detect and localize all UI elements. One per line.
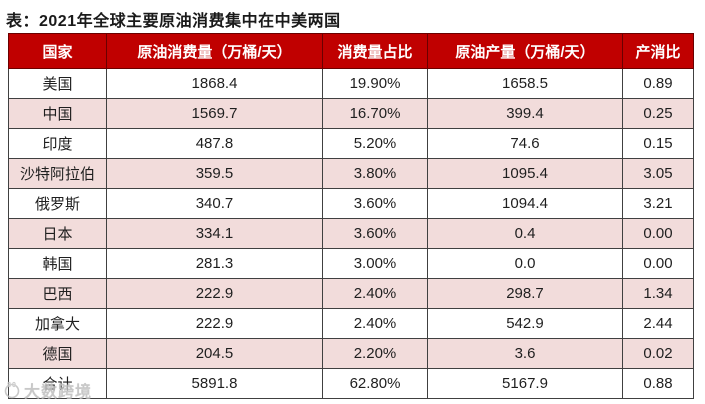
value-cell: 3.60%: [322, 218, 428, 249]
value-cell: 0.88: [622, 368, 694, 399]
value-cell: 0.25: [622, 98, 694, 129]
header-cell: 原油产量（万桶/天）: [427, 33, 623, 69]
value-cell: 1095.4: [427, 158, 623, 189]
value-cell: 16.70%: [322, 98, 428, 129]
value-cell: 3.6: [427, 338, 623, 369]
table-row: 韩国 281.3 3.00% 0.0 0.00: [8, 248, 694, 279]
table-row: 日本 334.1 3.60% 0.4 0.00: [8, 218, 694, 249]
value-cell: 222.9: [106, 308, 323, 339]
value-cell: 359.5: [106, 158, 323, 189]
country-cell: 沙特阿拉伯: [8, 158, 107, 189]
header-row: 国家 原油消费量（万桶/天） 消费量占比 原油产量（万桶/天） 产消比: [8, 33, 694, 69]
value-cell: 2.20%: [322, 338, 428, 369]
value-cell: 0.02: [622, 338, 694, 369]
value-cell: 340.7: [106, 188, 323, 219]
value-cell: 5891.8: [106, 368, 323, 399]
table-row: 俄罗斯 340.7 3.60% 1094.4 3.21: [8, 188, 694, 219]
value-cell: 3.60%: [322, 188, 428, 219]
country-cell: 中国: [8, 98, 107, 129]
table-row: 加拿大 222.9 2.40% 542.9 2.44: [8, 308, 694, 339]
value-cell: 0.15: [622, 128, 694, 159]
value-cell: 5167.9: [427, 368, 623, 399]
value-cell: 3.21: [622, 188, 694, 219]
value-cell: 0.0: [427, 248, 623, 279]
header-cell: 产消比: [622, 33, 694, 69]
header-cell: 国家: [8, 33, 107, 69]
table-title: 表：2021年全球主要原油消费集中在中美两国: [6, 13, 341, 30]
value-cell: 0.89: [622, 68, 694, 99]
value-cell: 0.00: [622, 218, 694, 249]
table-row: 德国 204.5 2.20% 3.6 0.02: [8, 338, 694, 369]
table-row: 中国 1569.7 16.70% 399.4 0.25: [8, 98, 694, 129]
country-cell: 合计: [8, 368, 107, 399]
value-cell: 542.9: [427, 308, 623, 339]
country-cell: 巴西: [8, 278, 107, 309]
table-row: 美国 1868.4 19.90% 1658.5 0.89: [8, 68, 694, 99]
value-cell: 19.90%: [322, 68, 428, 99]
value-cell: 298.7: [427, 278, 623, 309]
country-cell: 加拿大: [8, 308, 107, 339]
oil-consumption-table: 国家 原油消费量（万桶/天） 消费量占比 原油产量（万桶/天） 产消比 美国 1868.4…: [8, 33, 694, 399]
country-cell: 俄罗斯: [8, 188, 107, 219]
value-cell: 399.4: [427, 98, 623, 129]
country-cell: 日本: [8, 218, 107, 249]
value-cell: 2.40%: [322, 278, 428, 309]
value-cell: 222.9: [106, 278, 323, 309]
value-cell: 2.44: [622, 308, 694, 339]
table-row: 印度 487.8 5.20% 74.6 0.15: [8, 128, 694, 159]
value-cell: 334.1: [106, 218, 323, 249]
value-cell: 0.00: [622, 248, 694, 279]
value-cell: 3.00%: [322, 248, 428, 279]
value-cell: 1094.4: [427, 188, 623, 219]
value-cell: 5.20%: [322, 128, 428, 159]
value-cell: 487.8: [106, 128, 323, 159]
value-cell: 0.4: [427, 218, 623, 249]
header-cell: 原油消费量（万桶/天）: [106, 33, 323, 69]
table-row: 沙特阿拉伯 359.5 3.80% 1095.4 3.05: [8, 158, 694, 189]
table-header: 国家 原油消费量（万桶/天） 消费量占比 原油产量（万桶/天） 产消比: [8, 33, 694, 69]
value-cell: 1.34: [622, 278, 694, 309]
value-cell: 281.3: [106, 248, 323, 279]
header-cell: 消费量占比: [322, 33, 428, 69]
value-cell: 3.80%: [322, 158, 428, 189]
value-cell: 1569.7: [106, 98, 323, 129]
value-cell: 204.5: [106, 338, 323, 369]
country-cell: 德国: [8, 338, 107, 369]
value-cell: 1868.4: [106, 68, 323, 99]
table-body: 美国 1868.4 19.90% 1658.5 0.89 中国 1569.7 16.70% 39…: [8, 68, 694, 399]
value-cell: 2.40%: [322, 308, 428, 339]
country-cell: 美国: [8, 68, 107, 99]
value-cell: 1658.5: [427, 68, 623, 99]
total-row: 合计 5891.8 62.80% 5167.9 0.88: [8, 368, 694, 399]
value-cell: 74.6: [427, 128, 623, 159]
table-row: 巴西 222.9 2.40% 298.7 1.34: [8, 278, 694, 309]
value-cell: 62.80%: [322, 368, 428, 399]
value-cell: 3.05: [622, 158, 694, 189]
country-cell: 韩国: [8, 248, 107, 279]
country-cell: 印度: [8, 128, 107, 159]
